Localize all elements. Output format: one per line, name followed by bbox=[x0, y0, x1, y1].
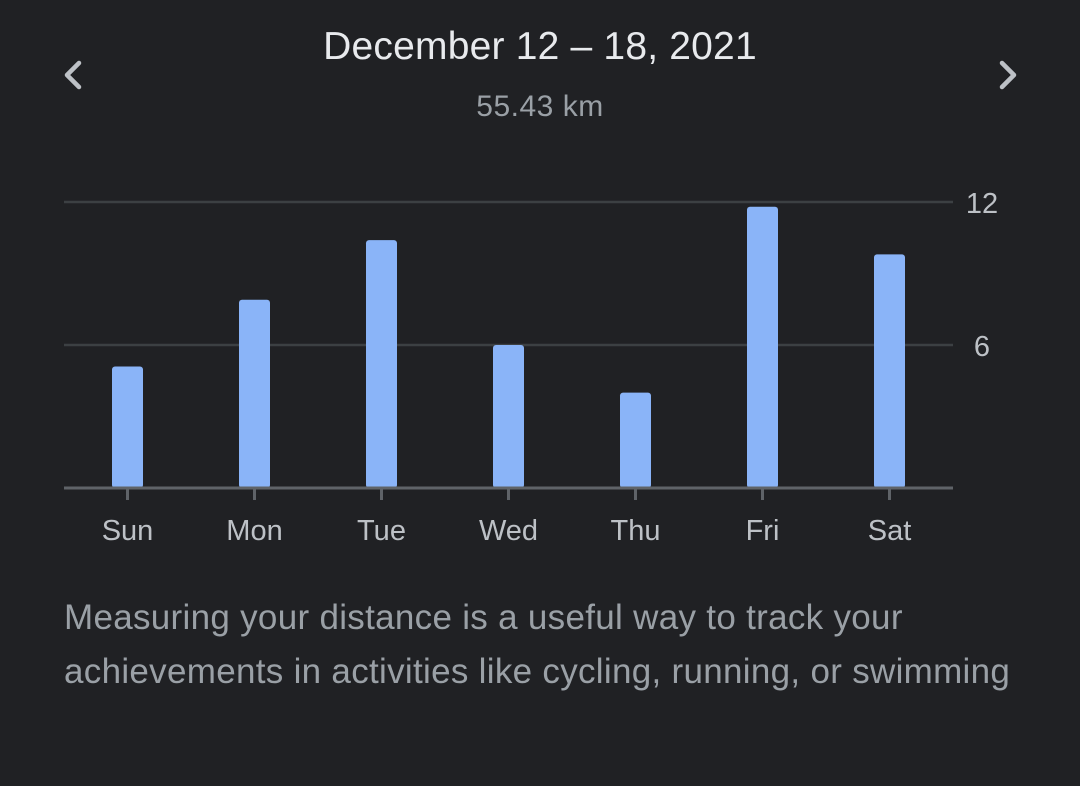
x-tick-label: Wed bbox=[479, 515, 538, 547]
header: December 12 – 18, 2021 55.43 km bbox=[0, 0, 1080, 140]
x-tick-label: Thu bbox=[611, 515, 661, 547]
description-text: Measuring your distance is a useful way … bbox=[64, 598, 1011, 691]
bar-sat bbox=[874, 254, 905, 488]
chevron-right-icon bbox=[999, 60, 1017, 90]
x-tick-label: Mon bbox=[226, 515, 282, 547]
bar-thu bbox=[620, 392, 651, 488]
next-week-button[interactable] bbox=[982, 50, 1032, 100]
previous-week-button[interactable] bbox=[49, 50, 99, 100]
bar-mon bbox=[239, 299, 270, 488]
y-tick-label: 12 bbox=[966, 188, 998, 220]
bar-fri bbox=[747, 206, 778, 488]
x-tick-label: Tue bbox=[357, 515, 406, 547]
chevron-left-icon bbox=[64, 60, 82, 90]
chart-svg: 6 12 Sun Mon Tue Wed Thu Fri Sat bbox=[64, 188, 998, 547]
bar-wed bbox=[493, 345, 524, 488]
y-tick-label: 6 bbox=[974, 331, 990, 363]
x-tick-label: Sat bbox=[868, 515, 912, 547]
distance-bar-chart: 6 12 Sun Mon Tue Wed Thu Fri Sat bbox=[0, 170, 1080, 570]
date-range-title: December 12 – 18, 2021 bbox=[323, 25, 757, 68]
bar-sun bbox=[112, 366, 143, 488]
x-tick-label: Fri bbox=[746, 515, 780, 547]
x-tick-label: Sun bbox=[102, 515, 154, 547]
bar-tue bbox=[366, 240, 397, 488]
total-distance: 55.43 km bbox=[476, 90, 604, 123]
